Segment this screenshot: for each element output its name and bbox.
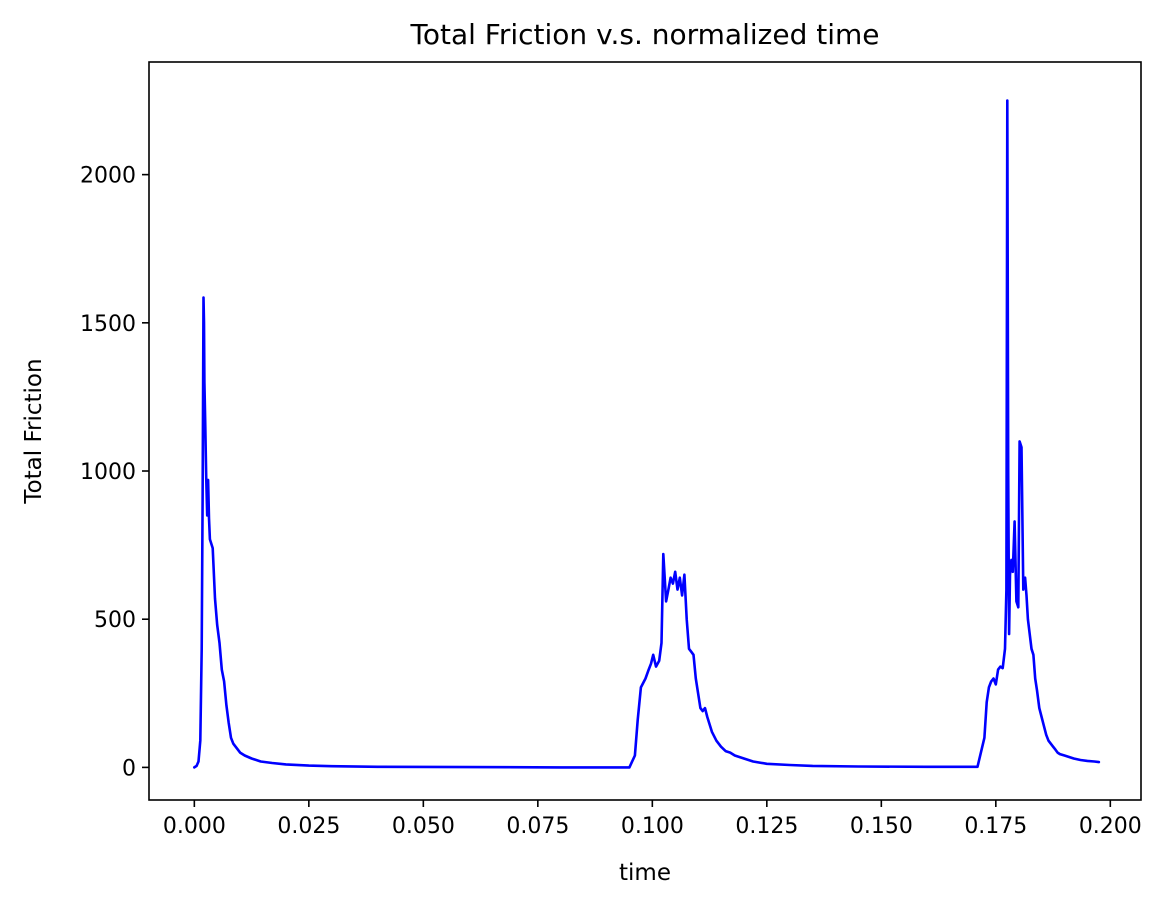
- y-axis: 0 500 1000 1500 2000: [80, 164, 149, 781]
- y-axis-label: Total Friction: [21, 358, 47, 504]
- x-tick-label: 0.025: [277, 814, 340, 839]
- x-tick-label: 0.125: [735, 814, 798, 839]
- y-tick-label: 500: [94, 608, 136, 633]
- x-tick-label: 0.100: [621, 814, 684, 839]
- plot-frame: [148, 61, 1142, 801]
- chart-title: Total Friction v.s. normalized time: [409, 18, 879, 51]
- x-tick-label: 0.150: [850, 814, 913, 839]
- plot-area: [193, 99, 1101, 769]
- y-tick-label: 2000: [80, 164, 136, 189]
- x-tick-label: 0.175: [964, 814, 1027, 839]
- x-tick-label: 0.200: [1079, 814, 1142, 839]
- x-tick-label: 0.075: [506, 814, 569, 839]
- y-tick-label: 1500: [80, 312, 136, 337]
- series-line-0: [193, 99, 1101, 769]
- y-tick-label: 1000: [80, 460, 136, 485]
- x-tick-label: 0.000: [163, 814, 226, 839]
- x-tick-label: 0.050: [392, 814, 455, 839]
- x-axis: 0.000 0.025 0.050 0.075 0.100 0.125 0.150 0.175…: [163, 800, 1142, 839]
- y-tick-label: 0: [122, 756, 136, 781]
- x-axis-label: time: [619, 860, 671, 886]
